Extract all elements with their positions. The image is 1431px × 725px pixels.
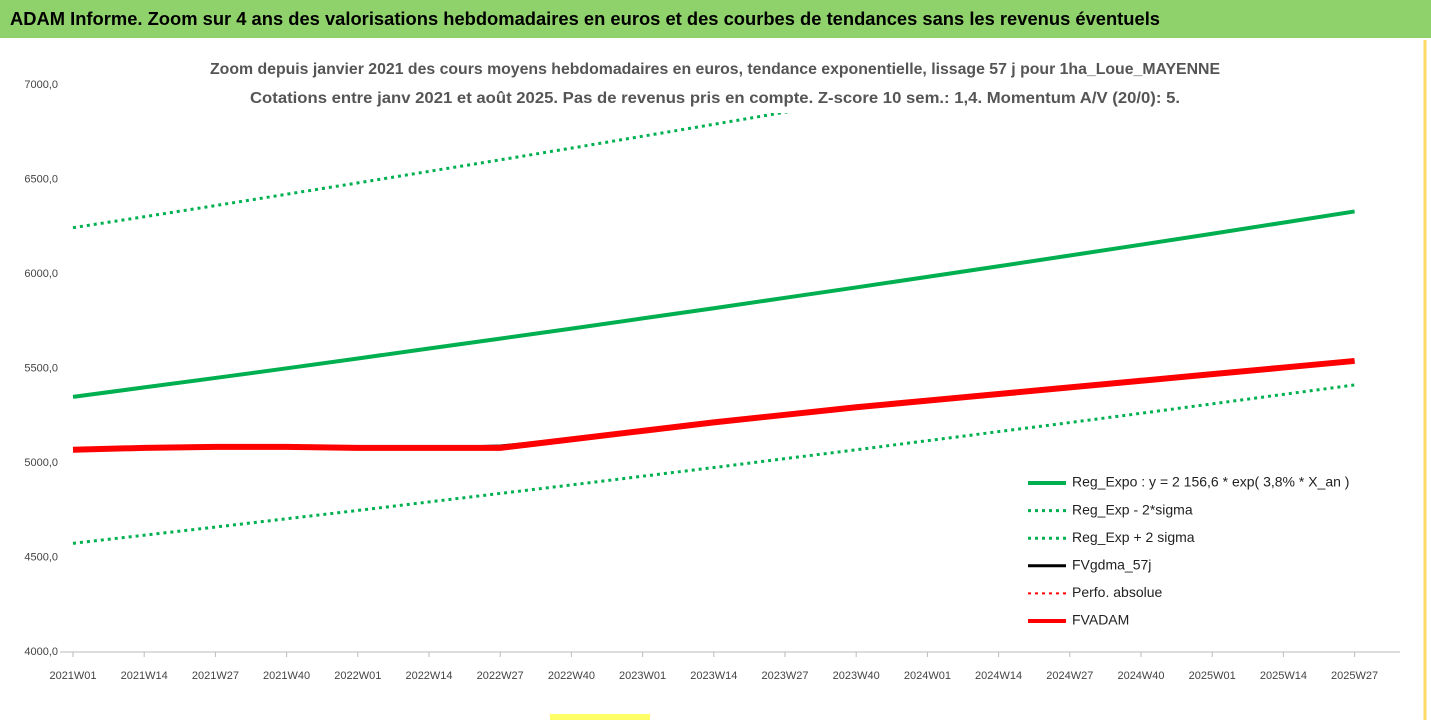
legend-label: Reg_Expo : y = 2 156,6 * exp( 3,8% * X_a…	[1072, 474, 1349, 490]
legend-label: Reg_Exp + 2 sigma	[1072, 529, 1195, 545]
x-tick-label: 2024W01	[904, 670, 951, 682]
y-tick-label: 4500,0	[24, 551, 58, 563]
frame-mark	[550, 714, 650, 720]
legend-label: FVgdma_57j	[1072, 557, 1151, 573]
x-tick-label: 2023W01	[619, 670, 666, 682]
x-tick-label: 2024W14	[975, 670, 1022, 682]
title-box	[195, 55, 1235, 113]
x-tick-label: 2022W40	[548, 670, 595, 682]
chart-title: Zoom depuis janvier 2021 des cours moyen…	[210, 61, 1220, 78]
x-tick-label: 2021W01	[49, 670, 96, 682]
legend-label: FVADAM	[1072, 612, 1129, 628]
chart-subtitle: Cotations entre janv 2021 et août 2025. …	[250, 90, 1180, 107]
x-tick-label: 2024W27	[1046, 670, 1093, 682]
legend-label: Perfo. absolue	[1072, 584, 1162, 600]
banner-bar	[0, 0, 1431, 38]
x-tick-label: 2023W14	[690, 670, 737, 682]
series-line	[72, 357, 1355, 453]
series-line	[72, 383, 1355, 545]
series-line	[72, 209, 1355, 399]
series-line	[72, 84, 958, 230]
y-tick-label: 7000,0	[24, 79, 58, 91]
y-tick-label: 6500,0	[24, 173, 58, 185]
x-tick-label: 2025W27	[1331, 670, 1378, 682]
x-tick-label: 2025W14	[1260, 670, 1307, 682]
legend-label: Reg_Exp - 2*sigma	[1072, 501, 1193, 517]
x-tick-label: 2024W40	[1117, 670, 1164, 682]
x-tick-label: 2025W01	[1189, 670, 1236, 682]
y-tick-label: 5000,0	[24, 457, 58, 469]
x-tick-label: 2022W01	[334, 670, 381, 682]
y-tick-label: 6000,0	[24, 268, 58, 280]
y-tick-label: 4000,0	[24, 646, 58, 658]
series-line	[72, 359, 1355, 451]
y-tick-label: 5500,0	[24, 362, 58, 374]
banner-title: ADAM Informe. Zoom sur 4 ans des valoris…	[10, 9, 1160, 29]
x-tick-label: 2023W27	[761, 670, 808, 682]
x-tick-label: 2022W27	[477, 670, 524, 682]
series-line	[72, 359, 1355, 452]
x-tick-label: 2021W27	[192, 670, 239, 682]
x-tick-label: 2021W14	[121, 670, 168, 682]
x-tick-label: 2023W40	[833, 670, 880, 682]
x-tick-label: 2021W40	[263, 670, 310, 682]
x-tick-label: 2022W14	[405, 670, 452, 682]
